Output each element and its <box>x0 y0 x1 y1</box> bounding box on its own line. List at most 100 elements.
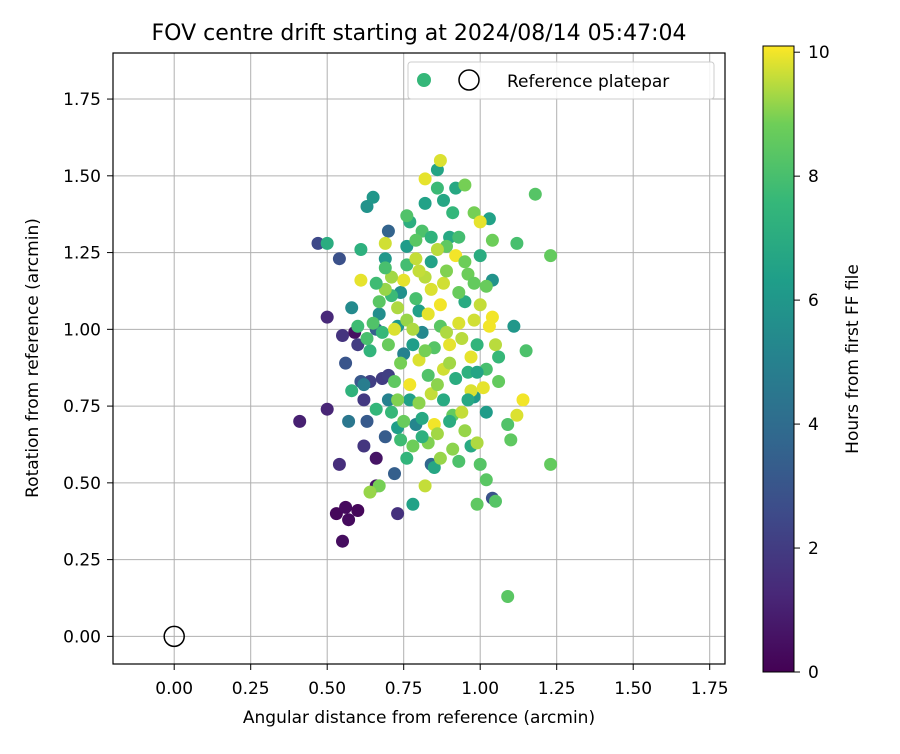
data-point <box>489 494 502 508</box>
data-point <box>467 313 481 327</box>
data-point <box>342 414 356 428</box>
data-point <box>458 178 472 192</box>
data-point <box>455 332 469 345</box>
data-point <box>394 356 408 370</box>
data-point <box>345 384 359 398</box>
x-tick-label: 1.25 <box>538 679 576 699</box>
data-point <box>400 239 414 253</box>
data-point <box>369 402 383 416</box>
legend: Reference platepar <box>407 61 715 100</box>
data-point <box>479 473 493 487</box>
data-point <box>473 298 487 312</box>
data-point <box>366 316 380 330</box>
colorbar-tick-label: 0 <box>808 663 819 683</box>
legend-reference-marker <box>458 69 480 91</box>
data-point <box>510 236 524 250</box>
data-point <box>332 252 346 266</box>
data-point <box>452 316 466 330</box>
y-tick-label: 0.00 <box>63 627 101 647</box>
data-point <box>467 206 481 220</box>
reference-marker <box>163 625 185 648</box>
data-point <box>443 338 457 352</box>
data-point <box>473 249 487 263</box>
data-point <box>351 504 365 517</box>
data-point <box>345 301 359 315</box>
data-point <box>452 454 466 468</box>
data-point <box>510 408 524 422</box>
data-point <box>320 236 334 250</box>
data-point <box>351 319 365 333</box>
data-point <box>397 273 411 287</box>
colorbar-tick-label: 4 <box>808 415 819 435</box>
data-point <box>409 292 423 306</box>
x-tick-label: 1.00 <box>461 679 499 699</box>
data-point <box>430 243 444 256</box>
colorbar-tick-label: 10 <box>808 43 830 63</box>
data-point <box>388 467 401 481</box>
data-point <box>458 295 472 309</box>
data-point <box>464 350 478 364</box>
y-tick-label: 1.25 <box>63 244 101 264</box>
data-point <box>446 442 460 456</box>
data-point <box>501 418 515 431</box>
data-point <box>479 279 493 293</box>
data-point <box>430 427 444 441</box>
data-point <box>378 282 392 296</box>
data-point <box>418 196 432 210</box>
x-tick-label: 0.50 <box>308 679 346 699</box>
colorbar: 0 2 4 6 8 10 Hours from first FF file <box>762 43 863 683</box>
colorbar-label: Hours from first FF file <box>843 264 863 454</box>
data-point <box>449 372 463 385</box>
data-point <box>394 433 408 447</box>
data-point <box>430 181 444 195</box>
data-point <box>433 451 447 465</box>
y-axis-label: Rotation from reference (arcmin) <box>23 218 43 498</box>
data-point <box>507 319 521 333</box>
data-point <box>461 365 475 379</box>
data-point <box>519 344 533 358</box>
data-point <box>418 172 432 186</box>
data-point <box>363 485 377 499</box>
data-point <box>452 286 466 299</box>
colorbar-tick-label: 2 <box>808 539 819 559</box>
data-point <box>406 497 420 511</box>
data-point <box>311 236 325 250</box>
data-point <box>437 393 450 407</box>
x-tick-label: 1.75 <box>691 679 729 699</box>
data-point <box>458 424 472 438</box>
data-point <box>342 513 356 527</box>
data-point <box>501 590 515 603</box>
data-point <box>381 338 395 352</box>
data-point <box>544 457 558 471</box>
data-point <box>433 298 447 312</box>
data-point <box>424 387 438 401</box>
x-tick-label: 0.75 <box>385 679 423 699</box>
data-point <box>403 378 417 392</box>
data-point <box>492 375 506 388</box>
data-point <box>415 430 429 444</box>
data-point <box>418 479 432 493</box>
colorbar-tick-label: 6 <box>808 291 819 311</box>
y-tick-label: 0.25 <box>63 551 101 571</box>
data-point <box>366 190 380 204</box>
data-point <box>400 451 414 465</box>
data-point <box>385 270 398 284</box>
data-point <box>357 439 371 453</box>
data-point <box>369 451 383 465</box>
data-point <box>412 396 426 410</box>
data-point <box>412 264 426 278</box>
data-point <box>476 381 490 395</box>
data-point <box>433 154 447 167</box>
x-tick-label: 1.50 <box>614 679 652 699</box>
scatter-points <box>293 154 558 603</box>
reference-point <box>163 625 185 648</box>
data-point <box>336 534 349 548</box>
data-point <box>424 230 438 244</box>
data-point <box>406 439 420 453</box>
data-point <box>293 414 307 428</box>
data-point <box>381 393 395 407</box>
data-point <box>473 457 487 471</box>
data-point <box>409 252 423 266</box>
